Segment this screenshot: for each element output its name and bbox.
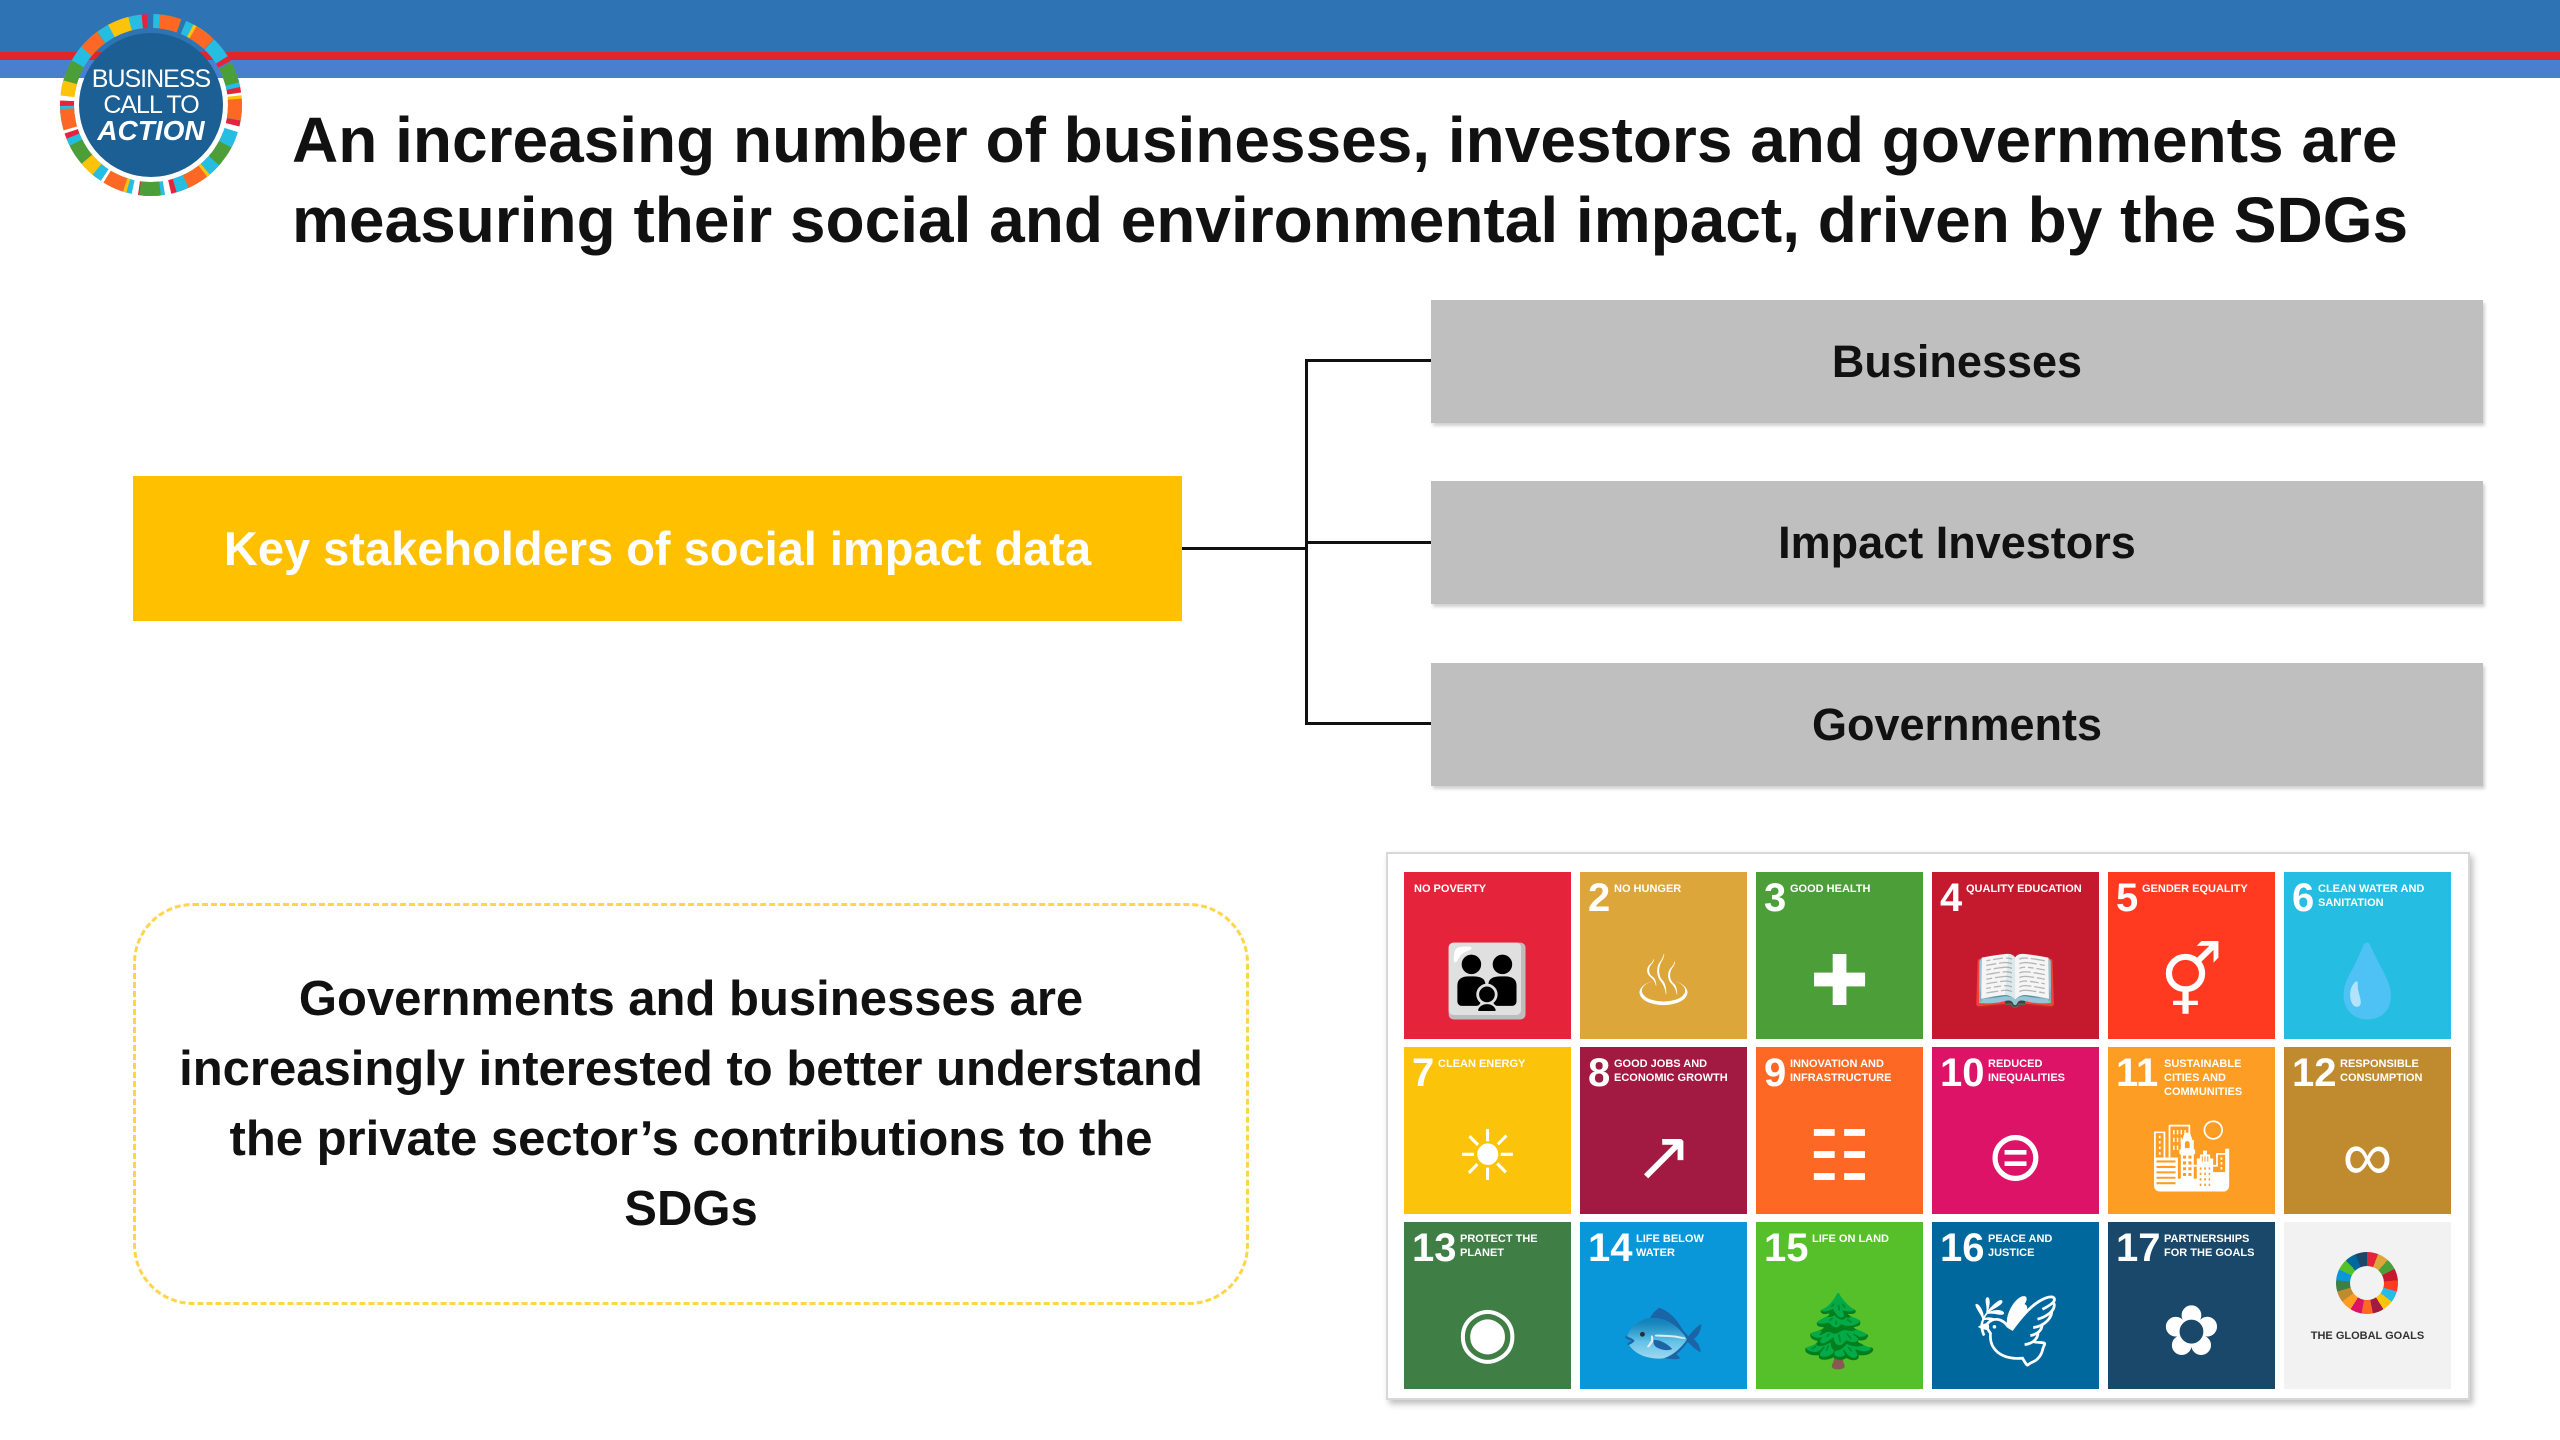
connector-businesses [1305, 359, 1431, 362]
callout-line-2: increasingly interested to better unders… [179, 1042, 1203, 1096]
stakeholder-impact-investors: Impact Investors [1431, 481, 2483, 604]
sdg-tile-label: PARTNERSHIPS FOR THE GOALS [2164, 1233, 2255, 1259]
water-drop-icon: 💧 [2323, 942, 2412, 1020]
sdg-tile-label: NO POVERTY [1414, 883, 1487, 895]
key-stakeholders-box: Key stakeholders of social impact data [133, 476, 1182, 621]
sdg-grid: NO POVERTY 👪 2 NO HUNGER ♨ 3 GOOD HEALTH ✚ 4 QUAL… [1404, 872, 2451, 1389]
sdg-tile-label: LIFE ON LAND [1812, 1233, 1889, 1245]
sdg-tile-number: 10 [1940, 1051, 1985, 1095]
bowl-icon: ♨ [1632, 942, 1695, 1020]
sdg-tile-number: 7 [1412, 1051, 1435, 1095]
sdg-tile-number: 12 [2292, 1051, 2337, 1095]
rings-icon: ✿ [2162, 1292, 2221, 1370]
header-bar [0, 0, 2560, 52]
sdg-goals-image: NO POVERTY 👪 2 NO HUNGER ♨ 3 GOOD HEALTH ✚ 4 QUAL… [1386, 852, 2470, 1400]
sdg-tile-number: 6 [2292, 876, 2315, 920]
callout-line-1: Governments and businesses are [298, 972, 1084, 1026]
sdg-tile-1: NO POVERTY 👪 [1404, 872, 1571, 1039]
sdg-tile-10: 10 REDUCED INEQUALITIES ⊜ [1932, 1047, 2099, 1214]
sdg-tile-4: 4 QUALITY EDUCATION 📖 [1932, 872, 2099, 1039]
sdg-tile-13: 13 PROTECT THE PLANET ◉ [1404, 1222, 1571, 1389]
sdg-tile-number: 13 [1412, 1226, 1457, 1270]
sdg-tile-number: 15 [1764, 1226, 1809, 1270]
sun-icon: ☀ [1456, 1117, 1519, 1195]
stakeholder-businesses: Businesses [1431, 300, 2483, 423]
infrastructure-icon: ☷ [1808, 1117, 1871, 1195]
sdg-tile-6: 6 CLEAN WATER AND SANITATION 💧 [2284, 872, 2451, 1039]
page-title-line-2: measuring their social and environmental… [292, 184, 2409, 256]
header-stripe-blue [0, 60, 2560, 78]
sdg-tile-label: PROTECT THE PLANET [1460, 1233, 1538, 1259]
global-goals-wheel-icon [2336, 1252, 2398, 1314]
connector-governments [1305, 722, 1431, 725]
tree-icon: 🌲 [1795, 1292, 1884, 1370]
eye-globe-icon: ◉ [1456, 1292, 1519, 1370]
sdg-tile-9: 9 INNOVATION AND INFRASTRUCTURE ☷ [1756, 1047, 1923, 1214]
sdg-tile-number: 4 [1940, 876, 1963, 920]
stakeholder-governments: Governments [1431, 663, 2483, 786]
business-call-to-action-logo: BUSINESS CALL TO ACTION [58, 12, 244, 198]
sdg-tile-3: 3 GOOD HEALTH ✚ [1756, 872, 1923, 1039]
sdg-tile-label: NO HUNGER [1614, 883, 1682, 895]
fish-icon: 🐟 [1619, 1292, 1708, 1370]
city-icon: 🏙 [2147, 1117, 2236, 1195]
equal-icon: ⊜ [1986, 1117, 2045, 1195]
connector-horizontal-root [1182, 547, 1307, 550]
header-stripe-red [0, 52, 2560, 60]
gender-icon: ⚥ [2159, 942, 2224, 1020]
infinity-icon: ∞ [2342, 1117, 2393, 1195]
logo-line-2: CALL TO [103, 91, 199, 119]
sdg-tile-7: 7 CLEAN ENERGY ☀ [1404, 1047, 1571, 1214]
sdg-tile-number: 3 [1764, 876, 1787, 920]
logo-ring-icon [59, 14, 242, 196]
sdg-tile-label: CLEAN WATER AND SANITATION [2318, 883, 2425, 909]
sdg-tile-number: 14 [1588, 1226, 1633, 1270]
sdg-tile-number: 2 [1588, 876, 1611, 920]
logo-line-3: ACTION [97, 115, 205, 146]
callout-box: Governments and businesses are increasin… [133, 903, 1249, 1305]
dove-icon: 🕊 [1971, 1292, 2060, 1370]
sdg-tile-number: 17 [2116, 1226, 2161, 1270]
health-icon: ✚ [1810, 942, 1869, 1020]
sdg-tile-15: 15 LIFE ON LAND 🌲 [1756, 1222, 1923, 1389]
sdg-tile-12: 12 RESPONSIBLE CONSUMPTION ∞ [2284, 1047, 2451, 1214]
logo-line-1: BUSINESS [91, 65, 211, 93]
sdg-tile-label: LIFE BELOW WATER [1636, 1233, 1704, 1259]
book-icon: 📖 [1971, 942, 2060, 1020]
callout-line-4: SDGs [624, 1182, 758, 1236]
sdg-tile-label: RESPONSIBLE CONSUMPTION [2340, 1058, 2423, 1084]
sdg-tile-number: 9 [1764, 1051, 1787, 1095]
global-goals-tile: THE GLOBAL GOALS [2284, 1222, 2451, 1389]
callout-line-3: the private sector’s contributions to th… [229, 1112, 1153, 1166]
connector-impact-investors [1305, 541, 1431, 544]
logo-text: BUSINESS CALL TO ACTION [58, 65, 244, 146]
sdg-tile-number: 11 [2116, 1051, 2159, 1095]
callout-text: Governments and businesses are increasin… [179, 964, 1203, 1244]
sdg-tile-8: 8 GOOD JOBS AND ECONOMIC GROWTH ↗ [1580, 1047, 1747, 1214]
sdg-tile-2: 2 NO HUNGER ♨ [1580, 872, 1747, 1039]
sdg-tile-16: 16 PEACE AND JUSTICE 🕊 [1932, 1222, 2099, 1389]
sdg-tile-label: PEACE AND JUSTICE [1988, 1233, 2053, 1259]
growth-chart-icon: ↗ [1634, 1117, 1693, 1195]
sdg-tile-17: 17 PARTNERSHIPS FOR THE GOALS ✿ [2108, 1222, 2275, 1389]
people-icon: 👪 [1443, 942, 1532, 1020]
sdg-tile-14: 14 LIFE BELOW WATER 🐟 [1580, 1222, 1747, 1389]
sdg-tile-label: REDUCED INEQUALITIES [1988, 1058, 2066, 1084]
sdg-tile-label: GOOD JOBS AND ECONOMIC GROWTH [1614, 1058, 1728, 1084]
sdg-tile-label: INNOVATION AND INFRASTRUCTURE [1790, 1058, 1892, 1084]
sdg-tile-label: GENDER EQUALITY [2142, 883, 2248, 895]
page-title-line-1: An increasing number of businesses, inve… [292, 104, 2398, 176]
global-goals-label: THE GLOBAL GOALS [2310, 1330, 2425, 1342]
sdg-tile-label: CLEAN ENERGY [1438, 1058, 1526, 1070]
sdg-tile-number: 16 [1940, 1226, 1985, 1270]
page-title: An increasing number of businesses, inve… [292, 100, 2522, 260]
sdg-tile-5: 5 GENDER EQUALITY ⚥ [2108, 872, 2275, 1039]
sdg-tile-label: SUSTAINABLE CITIES AND COMMUNITIES [2164, 1058, 2243, 1098]
sdg-tile-11: 11 SUSTAINABLE CITIES AND COMMUNITIES 🏙 [2108, 1047, 2275, 1214]
sdg-tile-number: 5 [2116, 876, 2139, 920]
sdg-tile-label: GOOD HEALTH [1790, 883, 1871, 895]
sdg-tile-label: QUALITY EDUCATION [1966, 883, 2082, 895]
sdg-tile-number: 8 [1588, 1051, 1611, 1095]
